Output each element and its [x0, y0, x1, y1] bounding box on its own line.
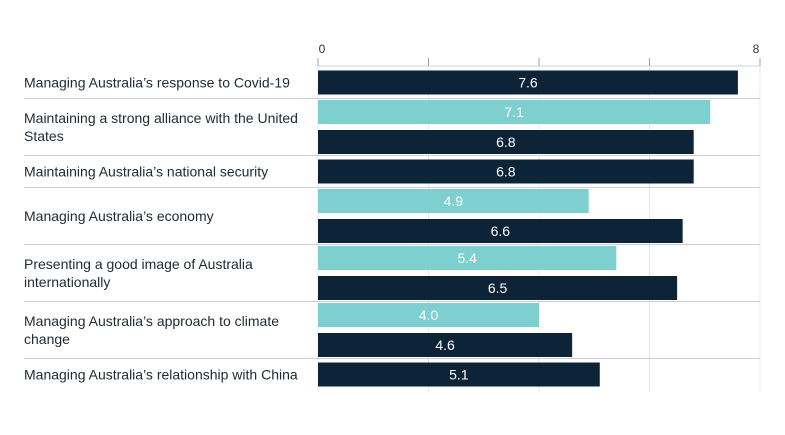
bar [318, 70, 738, 95]
bar [318, 333, 573, 357]
bar-value-label: 6.8 [496, 134, 516, 150]
bar-value-label: 7.6 [518, 75, 538, 91]
bar-value-label: 5.4 [457, 250, 477, 266]
category-label: Managing Australia’s economy [24, 208, 214, 224]
bar-value-label: 6.6 [491, 223, 511, 239]
category-label: Maintaining Australia’s national securit… [24, 164, 268, 180]
bar [318, 100, 711, 124]
bar [318, 362, 600, 387]
category-label: Managing Australia’s approach to climate… [24, 313, 279, 347]
category-label: Managing Australia’s relationship with C… [24, 367, 298, 383]
bar [318, 246, 617, 270]
category-label: Managing Australia’s response to Covid-1… [24, 75, 290, 91]
bar-value-label: 7.1 [504, 104, 524, 120]
category-label: Presenting a good image of Australia inte… [24, 256, 253, 290]
bar [318, 189, 589, 213]
category-label: Maintaining a strong alliance with the U… [24, 110, 298, 144]
bar-value-label: 6.5 [488, 280, 508, 296]
bar [318, 159, 694, 184]
bar [318, 303, 539, 327]
bar-value-label: 6.8 [496, 164, 516, 180]
bar-value-label: 4.9 [444, 193, 464, 209]
bars: 7.6 7.1 6.8 6.8 4.9 6.6 5.4 6.5 4.0 4.6 5.1 [318, 70, 738, 387]
row-separators [24, 98, 760, 359]
category-labels: Managing Australia’s response to Covid-1… [24, 75, 298, 383]
bar [318, 130, 694, 154]
bar [318, 219, 683, 243]
bar-value-label: 4.6 [435, 337, 455, 353]
bar [318, 276, 678, 300]
tick-label: 8 [753, 42, 760, 56]
bar-value-label: 4.0 [419, 307, 439, 323]
tick-label: 0 [319, 42, 326, 56]
bar-value-label: 5.1 [449, 367, 469, 383]
